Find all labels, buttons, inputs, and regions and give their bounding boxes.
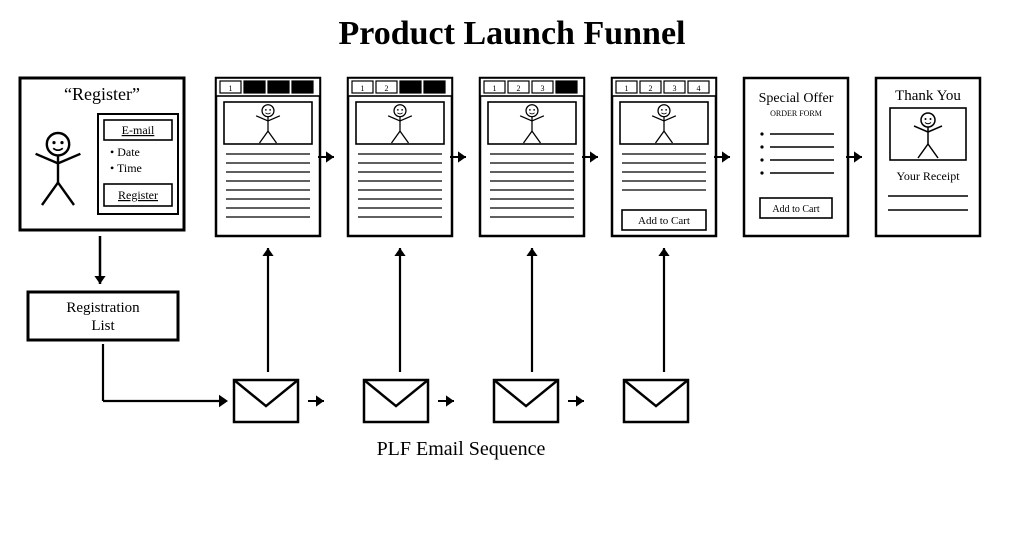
email-sequence-label: PLF Email Sequence <box>377 438 546 460</box>
page-tab-num: 2 <box>649 84 653 93</box>
page-tab-num: 3 <box>541 84 545 93</box>
email-icon <box>624 380 688 422</box>
page-tab-num: 4 <box>697 84 701 93</box>
page-tab-num: 1 <box>229 84 233 93</box>
special-offer-cta-label: Add to Cart <box>772 204 819 215</box>
register-title: “Register” <box>64 84 140 104</box>
title: Product Launch Funnel <box>338 15 685 52</box>
registration-list-line2: List <box>91 318 115 334</box>
thankyou-receipt: Your Receipt <box>896 169 960 183</box>
page-tab <box>400 81 421 93</box>
page-tab-num: 1 <box>361 84 365 93</box>
page-tab <box>424 81 445 93</box>
page-tab <box>556 81 577 93</box>
thankyou-title: Thank You <box>895 88 961 104</box>
page-tab-num: 1 <box>625 84 629 93</box>
page-cta-label: Add to Cart <box>638 215 690 227</box>
page-tab-num: 1 <box>493 84 497 93</box>
special-offer-title: Special Offer <box>759 91 834 106</box>
page-tab <box>268 81 289 93</box>
bullet-date: • Date <box>110 145 140 159</box>
email-icon <box>494 380 558 422</box>
email-icon <box>234 380 298 422</box>
email-label: E-mail <box>122 123 155 137</box>
bullet-time: • Time <box>110 161 142 175</box>
page-tab <box>244 81 265 93</box>
diagram-canvas: Product Launch Funnel “Register” E-mail • D… <box>0 0 1024 539</box>
email-icon <box>364 380 428 422</box>
register-button-label: Register <box>118 188 158 202</box>
page-tab <box>292 81 313 93</box>
registration-list-line1: Registration <box>66 300 140 316</box>
page-tab-num: 3 <box>673 84 677 93</box>
page-tab-num: 2 <box>385 84 389 93</box>
page-tab-num: 2 <box>517 84 521 93</box>
special-offer-subtitle: ORDER FORM <box>770 109 822 118</box>
